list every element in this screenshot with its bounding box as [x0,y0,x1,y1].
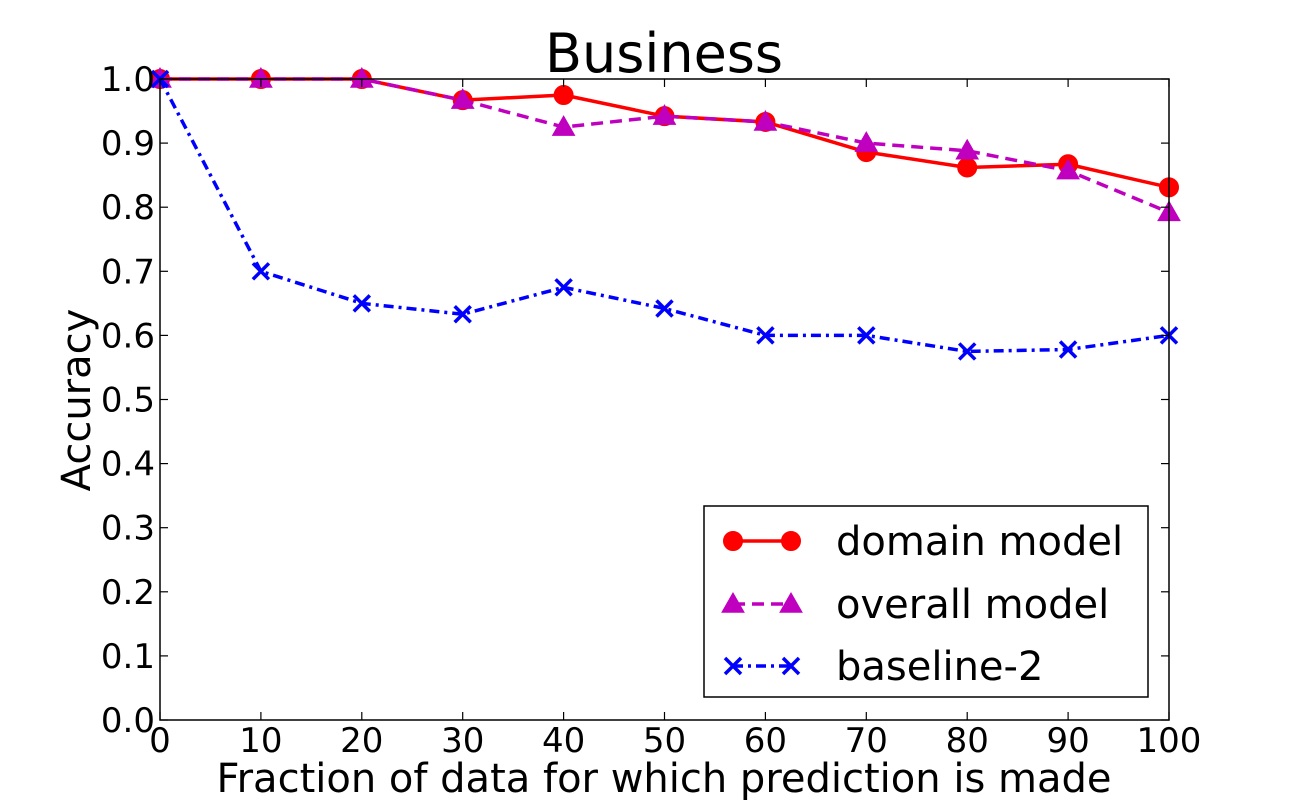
y-tick-label: 0.5 [101,381,155,421]
data-point [349,66,374,88]
tick-layer: 0 10 20 30 40 50 60 70 80 90 100 0.0 0.1 0.2 0.3 0.4 0.5… [101,60,1202,761]
data-point [756,326,775,345]
y-tick-label: 0.6 [101,316,155,356]
series-line [158,78,1170,354]
x-tick-label: 80 [946,721,989,761]
data-point [1058,340,1078,359]
data-point [1056,158,1080,180]
data-point [352,294,372,313]
legend-marker [781,656,801,676]
data-point [251,262,271,281]
series-3 [150,69,1179,361]
data-point [957,342,977,361]
series-line [160,77,1170,214]
x-tick-label: 60 [744,721,787,761]
y-tick-label: 1.0 [101,60,155,100]
legend-label: baseline-2 [836,644,1043,690]
series-layer [148,66,1181,361]
legend-entry: baseline-2 [723,644,1043,690]
x-tick-label: 50 [643,721,686,761]
data-point [857,326,876,345]
data-point [249,66,273,88]
legend-box [703,505,1149,698]
x-tick-label: 40 [542,721,585,761]
x-tick-label: 90 [1046,721,1089,761]
x-axis-label: Fraction of data for which prediction is… [217,756,1112,800]
data-point [753,109,778,131]
legend-marker [723,656,743,676]
series-line [160,77,1170,190]
y-tick-label: 0.9 [101,124,155,164]
y-tick-label: 0.7 [101,252,155,292]
legend-marker [779,591,803,613]
legend-marker [723,531,743,551]
x-tick-label: 70 [845,721,888,761]
plot-area-frame [159,78,1170,721]
legend-entry: domain model [723,519,1123,565]
data-point [551,115,576,136]
series-1 [150,69,1179,198]
series-2 [148,66,1181,222]
x-tick-label: 30 [441,721,484,761]
legend-label: domain model [836,519,1123,565]
y-tick-label: 0.1 [101,637,155,677]
data-point [652,104,677,125]
data-point [453,305,472,324]
y-tick-label: 0.8 [101,188,155,228]
x-tick-label: 20 [340,721,383,761]
legend-marker [781,531,801,551]
y-tick-label: 0.0 [101,701,155,741]
legend: domain model overall model baseline-2 [703,505,1149,698]
y-tick-label: 0.2 [101,573,155,613]
legend-marker [721,591,745,613]
chart-title: Business [545,22,783,85]
x-tick-label: 100 [1137,721,1202,761]
data-point [553,85,574,106]
x-tick-label: 0 [149,721,171,761]
data-point [955,138,980,160]
y-tick-label: 0.3 [101,509,155,549]
data-point [854,131,879,152]
legend-label: overall model [836,582,1109,628]
y-axis-label: Accuracy [54,309,100,492]
data-point [450,88,475,109]
legend-entry: overall model [721,582,1109,628]
data-point [554,278,573,297]
data-point [957,157,978,178]
x-tick-label: 10 [239,721,282,761]
data-point [655,299,674,318]
y-tick-label: 0.4 [101,445,155,485]
